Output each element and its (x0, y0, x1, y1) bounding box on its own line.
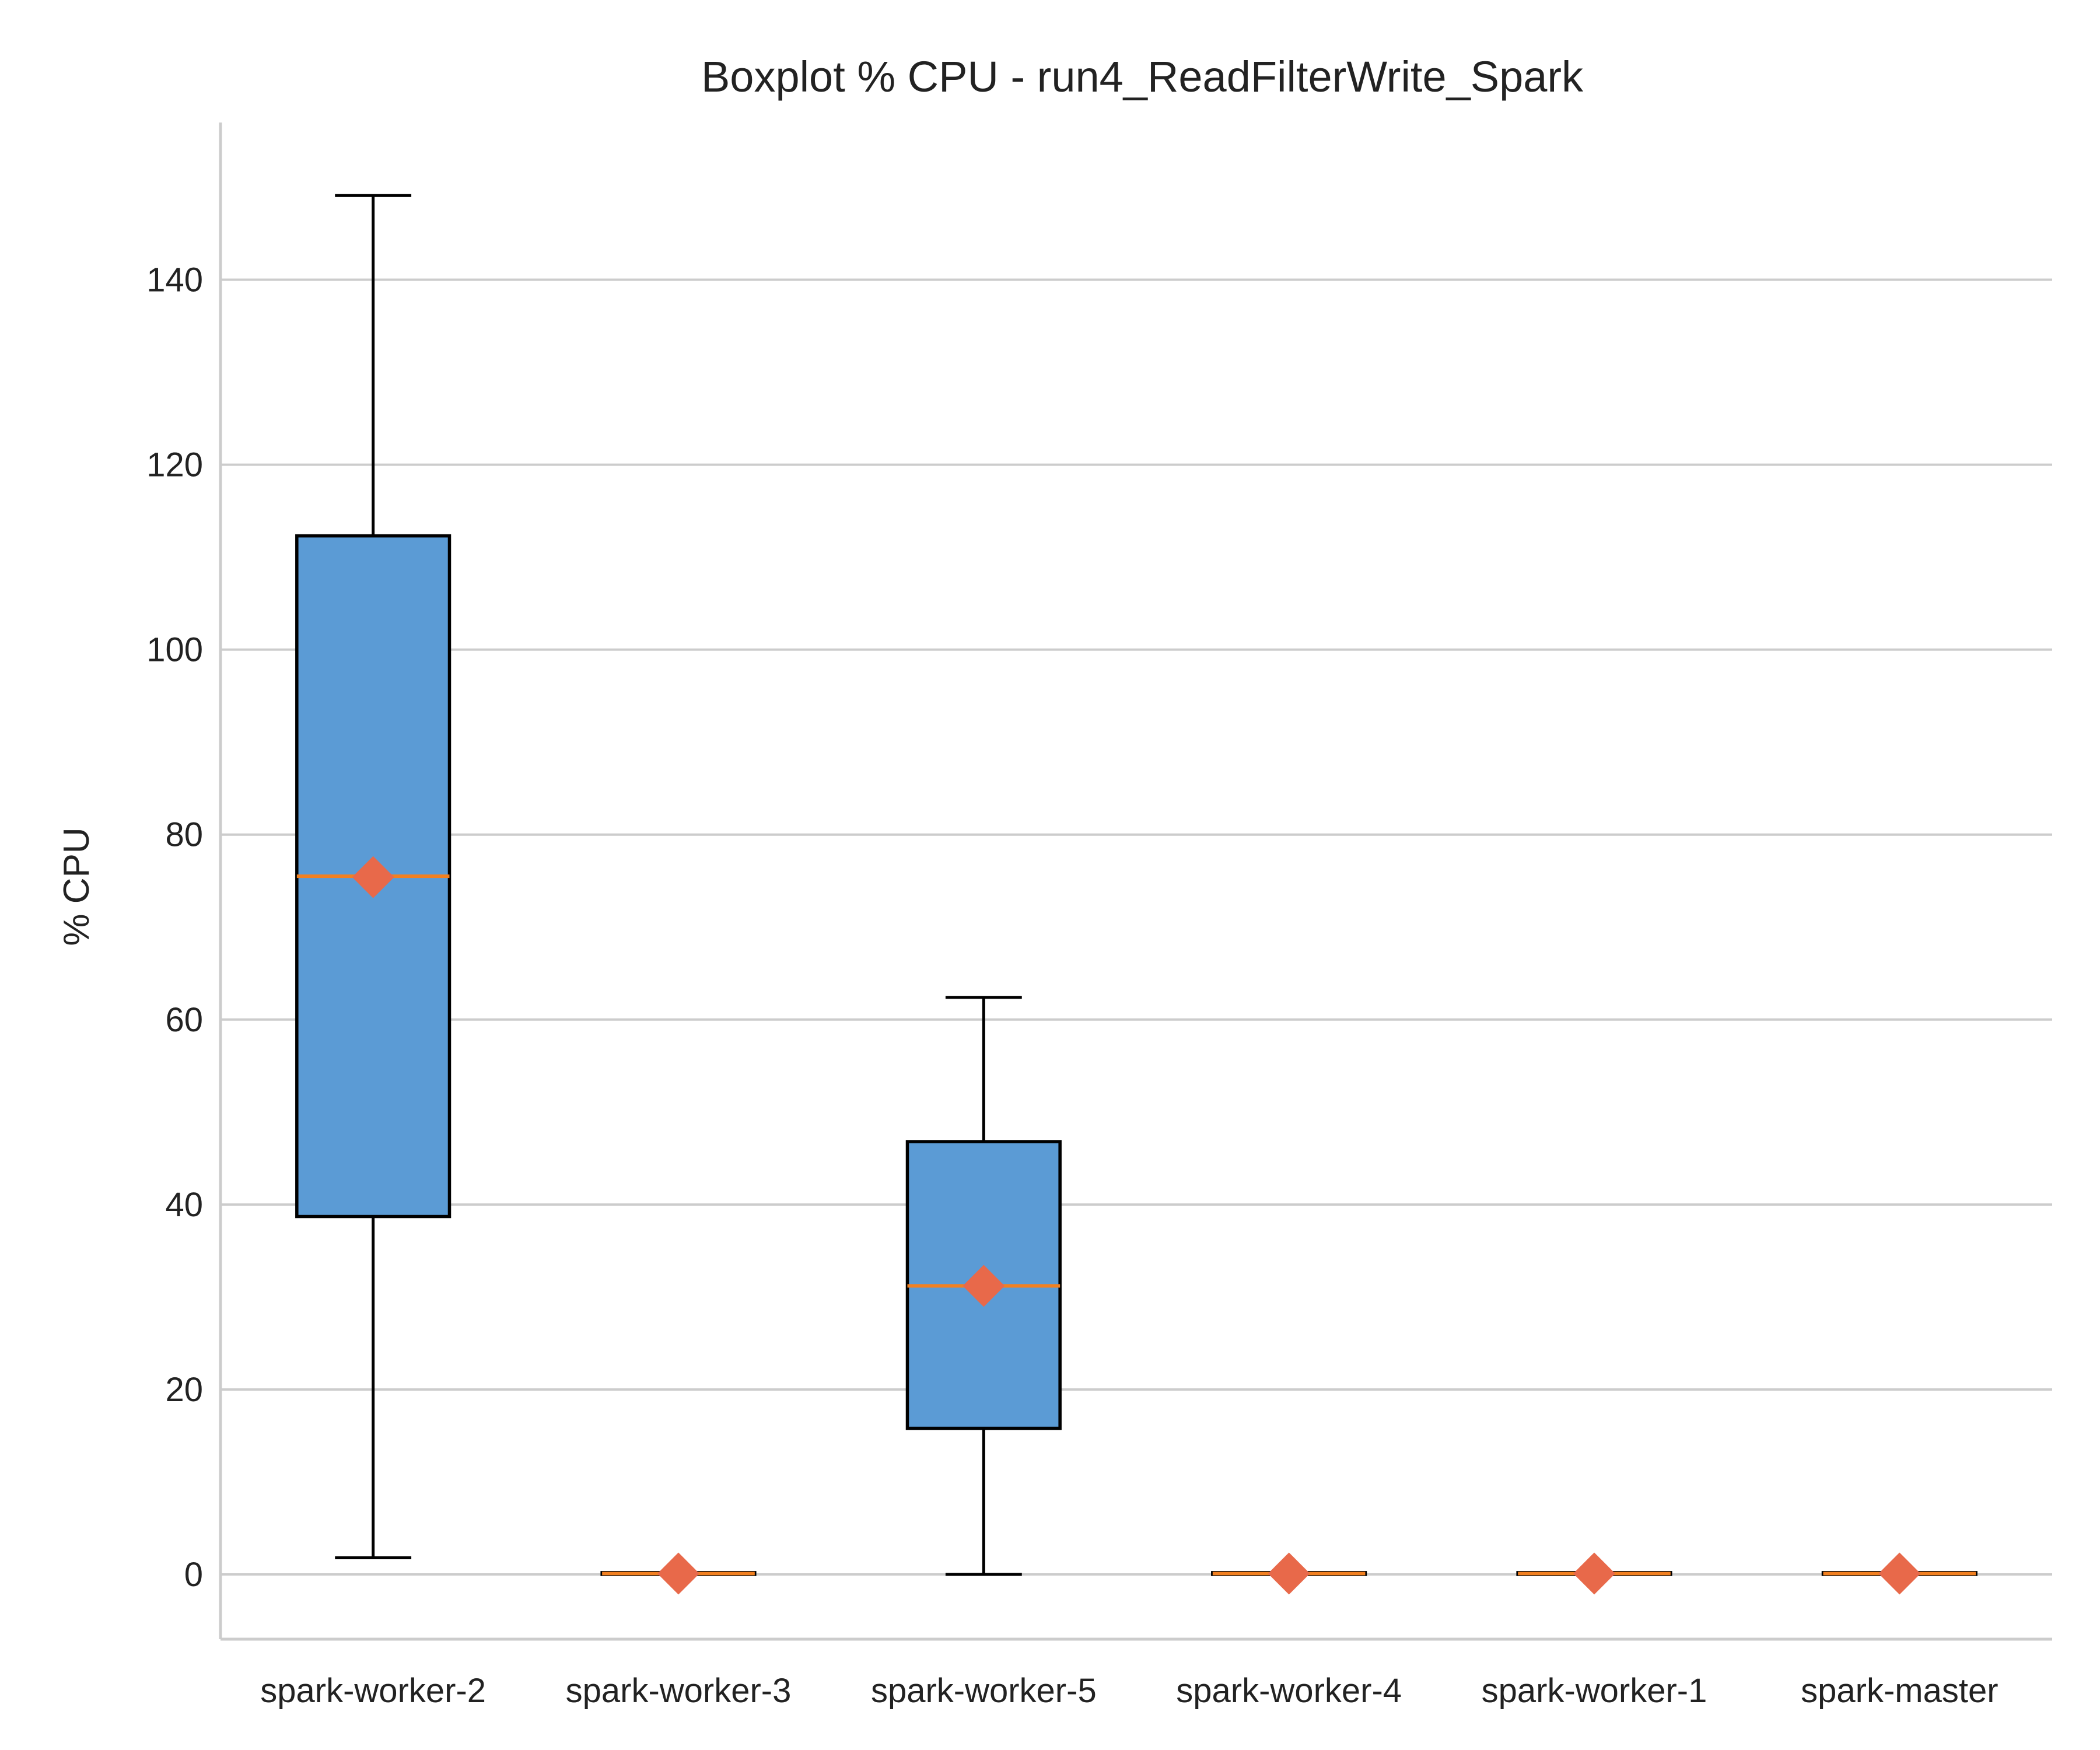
y-gridlines (220, 278, 2052, 1576)
boxes (295, 194, 1978, 1595)
x-tick-label-spark-worker-5: spark-worker-5 (871, 1672, 1097, 1710)
y-tick-label-20: 20 (165, 1371, 203, 1409)
y-tick-label-60: 60 (165, 1001, 203, 1039)
x-tick-labels: spark-worker-2 spark-worker-3 spark-worker… (260, 1672, 1998, 1710)
mean-marker-spark-worker-3 (657, 1552, 699, 1595)
y-tick-label-140: 140 (146, 261, 203, 299)
box-group-spark-worker-2 (295, 194, 452, 1559)
x-tick-label-spark-worker-1: spark-worker-1 (1482, 1672, 1707, 1710)
x-tick-label-spark-master: spark-master (1801, 1672, 1998, 1710)
box-group-spark-worker-1 (1516, 1552, 1672, 1595)
mean-marker-spark-worker-5 (963, 1265, 1005, 1307)
y-tick-label-80: 80 (165, 816, 203, 854)
y-tick-labels: 0 20 40 60 80 100 120 140 (146, 261, 203, 1594)
y-tick-label-120: 120 (146, 446, 203, 484)
chart-title: Boxplot % CPU - run4_ReadFilterWrite_Spa… (701, 52, 1584, 101)
y-axis-title: % CPU (57, 827, 97, 946)
axis-spines (219, 123, 2052, 1641)
mean-marker-spark-worker-1 (1573, 1552, 1615, 1595)
box-group-spark-worker-5 (905, 996, 1062, 1576)
box-group-spark-master (1821, 1552, 1978, 1595)
y-tick-label-100: 100 (146, 631, 203, 669)
mean-marker-spark-master (1878, 1552, 1921, 1595)
mean-marker-spark-worker-2 (352, 856, 394, 898)
box-group-spark-worker-3 (600, 1552, 757, 1595)
x-tick-label-spark-worker-2: spark-worker-2 (260, 1672, 486, 1710)
mean-marker-spark-worker-4 (1268, 1552, 1310, 1595)
x-tick-label-spark-worker-3: spark-worker-3 (566, 1672, 792, 1710)
y-tick-label-40: 40 (165, 1186, 203, 1224)
box-group-spark-worker-4 (1211, 1552, 1367, 1595)
x-tick-label-spark-worker-4: spark-worker-4 (1176, 1672, 1402, 1710)
y-tick-label-0: 0 (184, 1556, 203, 1594)
